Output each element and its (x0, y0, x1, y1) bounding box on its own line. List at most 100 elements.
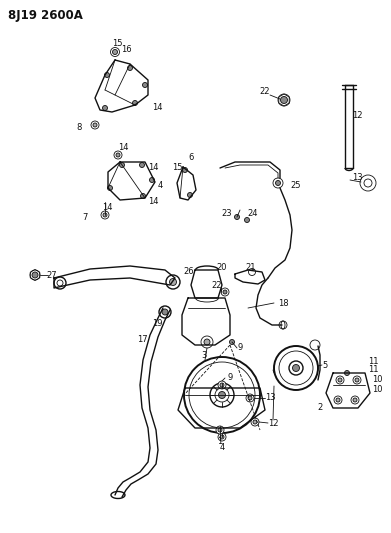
Circle shape (204, 339, 210, 345)
Circle shape (162, 309, 168, 315)
Circle shape (210, 383, 234, 407)
Text: 4: 4 (219, 442, 224, 451)
Text: 4: 4 (158, 181, 163, 190)
Text: 14: 14 (148, 198, 158, 206)
Circle shape (364, 179, 372, 187)
Circle shape (251, 418, 259, 426)
Text: 13: 13 (265, 393, 276, 402)
Text: 11: 11 (368, 366, 378, 375)
Text: 12: 12 (268, 418, 278, 427)
Text: 10: 10 (372, 376, 382, 384)
Text: 3: 3 (202, 351, 207, 359)
Circle shape (120, 163, 124, 167)
Circle shape (273, 178, 283, 188)
Circle shape (149, 177, 154, 182)
Circle shape (336, 398, 340, 402)
Circle shape (102, 106, 108, 110)
Circle shape (235, 214, 240, 220)
Text: 14: 14 (152, 103, 163, 112)
Circle shape (218, 433, 226, 441)
Circle shape (32, 272, 38, 278)
Circle shape (353, 376, 361, 384)
Text: 13: 13 (352, 174, 362, 182)
Circle shape (201, 336, 213, 348)
Circle shape (104, 72, 109, 77)
Text: 9: 9 (228, 374, 233, 383)
Circle shape (170, 279, 176, 286)
Text: 14: 14 (148, 163, 158, 172)
Text: 15: 15 (172, 164, 183, 173)
Circle shape (280, 96, 287, 103)
Circle shape (246, 394, 254, 402)
Circle shape (218, 381, 226, 389)
Circle shape (279, 321, 287, 329)
Circle shape (219, 392, 226, 399)
Text: 22: 22 (212, 281, 222, 290)
Circle shape (310, 340, 320, 350)
Circle shape (93, 123, 97, 127)
Circle shape (140, 193, 145, 198)
Circle shape (220, 435, 224, 439)
Text: 14: 14 (118, 143, 129, 152)
Circle shape (166, 275, 180, 289)
Circle shape (127, 66, 133, 70)
Circle shape (344, 370, 350, 376)
Circle shape (292, 365, 300, 372)
Circle shape (360, 175, 376, 191)
Text: 24: 24 (247, 208, 258, 217)
Circle shape (355, 378, 359, 382)
Circle shape (215, 388, 229, 402)
Circle shape (278, 94, 290, 106)
Circle shape (216, 426, 224, 434)
Circle shape (111, 47, 120, 56)
Circle shape (230, 340, 235, 344)
Circle shape (353, 398, 357, 402)
Text: 18: 18 (278, 298, 289, 308)
Circle shape (113, 50, 118, 54)
Text: 21: 21 (245, 263, 255, 272)
Circle shape (103, 213, 107, 217)
Circle shape (188, 192, 192, 198)
Text: 2: 2 (318, 403, 323, 413)
Circle shape (253, 420, 257, 424)
Text: 12: 12 (352, 110, 362, 119)
Circle shape (276, 181, 280, 185)
Circle shape (218, 428, 222, 432)
Text: 27: 27 (46, 271, 57, 279)
Circle shape (183, 167, 188, 173)
Text: 25: 25 (290, 181, 301, 190)
Circle shape (91, 121, 99, 129)
Circle shape (159, 306, 171, 318)
Circle shape (334, 396, 342, 404)
Circle shape (220, 383, 224, 387)
Circle shape (184, 357, 260, 433)
Circle shape (244, 217, 249, 222)
Text: 8: 8 (77, 124, 82, 133)
Circle shape (142, 83, 147, 87)
Circle shape (116, 153, 120, 157)
Circle shape (351, 396, 359, 404)
Text: 20: 20 (216, 263, 226, 272)
Text: 19: 19 (152, 319, 163, 327)
Circle shape (114, 151, 122, 159)
Circle shape (133, 101, 138, 106)
Text: 15: 15 (112, 39, 122, 49)
Text: 7: 7 (83, 214, 88, 222)
Text: 6: 6 (188, 154, 194, 163)
Text: 23: 23 (221, 208, 232, 217)
Text: 5: 5 (322, 360, 327, 369)
Circle shape (108, 185, 113, 190)
Text: 14: 14 (102, 204, 113, 213)
Circle shape (221, 288, 229, 296)
Circle shape (101, 211, 109, 219)
Circle shape (336, 376, 344, 384)
Circle shape (279, 351, 313, 385)
Circle shape (274, 346, 318, 390)
Circle shape (57, 280, 63, 286)
Circle shape (249, 269, 255, 276)
Text: 9: 9 (238, 343, 243, 352)
Circle shape (189, 362, 255, 428)
Text: 1: 1 (217, 438, 222, 447)
Text: 16: 16 (121, 44, 132, 53)
Circle shape (338, 378, 342, 382)
